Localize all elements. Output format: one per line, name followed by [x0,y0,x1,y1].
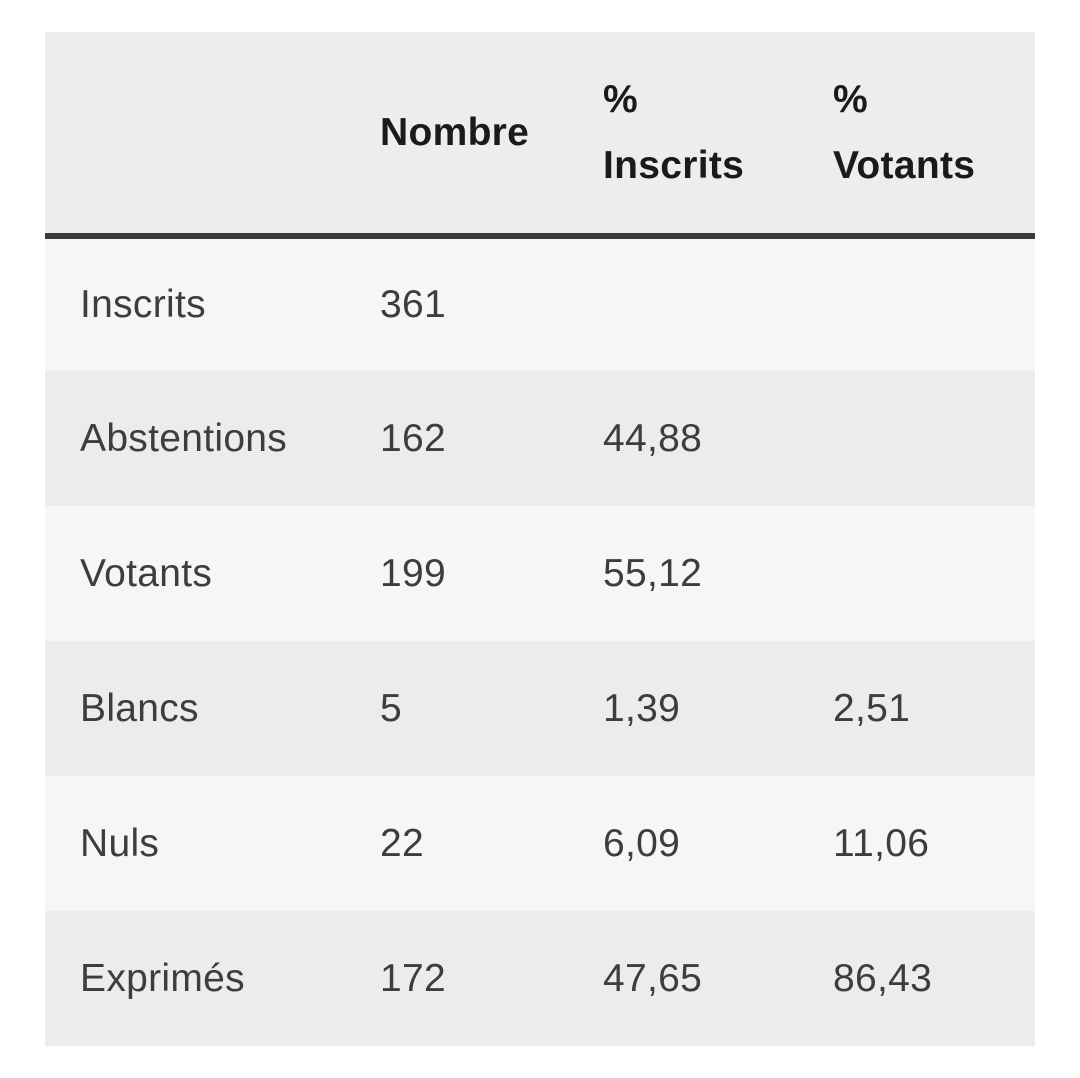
cell-nombre: 361 [380,236,603,371]
cell-pct-votants: 2,51 [833,641,1035,776]
row-label: Blancs [45,641,380,776]
row-label: Votants [45,506,380,641]
table-row-abstentions: Abstentions 162 44,88 [45,371,1035,506]
cell-pct-votants [833,371,1035,506]
table-row-inscrits: Inscrits 361 [45,236,1035,371]
cell-pct-votants [833,236,1035,371]
cell-nombre: 199 [380,506,603,641]
table-row-votants: Votants 199 55,12 [45,506,1035,641]
cell-pct-inscrits: 6,09 [603,776,833,911]
cell-pct-votants: 11,06 [833,776,1035,911]
cell-nombre: 172 [380,911,603,1046]
header-pct-votants: % Votants [833,32,1035,239]
row-label: Nuls [45,776,380,911]
table-row-nuls: Nuls 22 6,09 11,06 [45,776,1035,911]
cell-pct-inscrits [603,236,833,371]
cell-nombre: 162 [380,371,603,506]
cell-nombre: 5 [380,641,603,776]
cell-pct-inscrits: 47,65 [603,911,833,1046]
header-pct-inscrits: % Inscrits [603,32,833,239]
table-row-exprimes: Exprimés 172 47,65 86,43 [45,911,1035,1046]
cell-pct-inscrits: 1,39 [603,641,833,776]
election-participation-table: Nombre % Inscrits % Votants Inscrits 361… [45,32,1035,1046]
cell-pct-votants [833,506,1035,641]
cell-pct-votants: 86,43 [833,911,1035,1046]
header-row: Nombre % Inscrits % Votants [45,32,1035,239]
header-empty-cell [45,32,380,239]
row-label: Exprimés [45,911,380,1046]
cell-nombre: 22 [380,776,603,911]
row-label: Inscrits [45,236,380,371]
header-nombre: Nombre [380,32,603,239]
cell-pct-inscrits: 44,88 [603,371,833,506]
row-label: Abstentions [45,371,380,506]
cell-pct-inscrits: 55,12 [603,506,833,641]
table-row-blancs: Blancs 5 1,39 2,51 [45,641,1035,776]
